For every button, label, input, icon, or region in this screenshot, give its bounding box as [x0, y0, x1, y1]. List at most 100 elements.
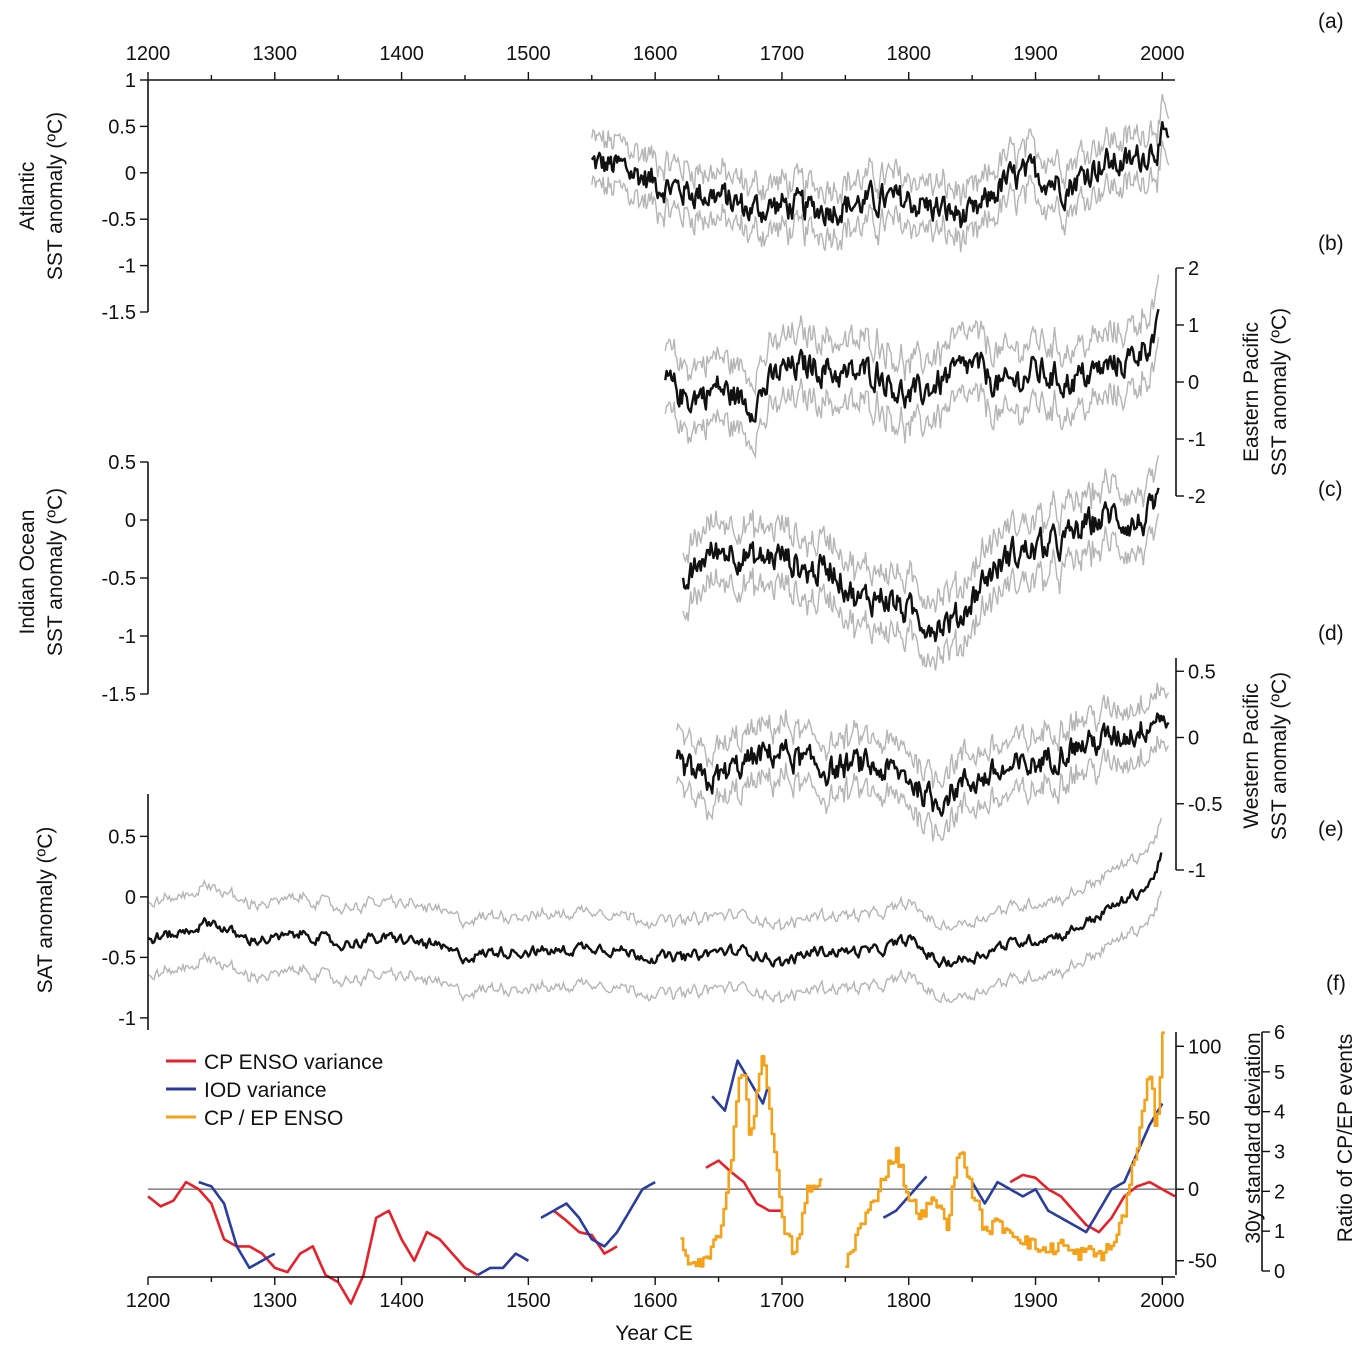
panel-f-series-0-segment: [1009, 1173, 1176, 1234]
panel-e-y-tick-label: -0.5: [102, 947, 136, 969]
panel-f-y2-tick-label: 3: [1274, 1142, 1285, 1164]
x-axis-top-tick-label: 1600: [633, 43, 678, 65]
panel-b-lower-envelope: [664, 337, 1160, 460]
panel-f-series-1-segment: [711, 1059, 770, 1112]
panel-b-y-tick-label: -2: [1188, 486, 1206, 508]
panel-b-y-tick-label: 1: [1188, 315, 1199, 337]
panel-d-ylabel-line1: Western Pacific: [1240, 683, 1263, 829]
panel-d-y-tick-label: -0.5: [1188, 794, 1222, 816]
panel-c-y-tick-label: 0.5: [108, 452, 136, 474]
panel-c-y-tick-label: 0: [125, 510, 136, 532]
x-axis-bottom-tick-label: 1600: [633, 1290, 678, 1312]
panel-d-lower-envelope: [676, 735, 1170, 842]
panel-e-ylabel: SAT anomaly (ºC): [34, 827, 57, 994]
axes-layer: 1200 1300 1400 1500 1600 1700 1800 1900 20001200…: [102, 43, 1286, 1312]
panel-f-series-2-segment: [680, 1055, 823, 1268]
panel-f-series-1-segment: [970, 1102, 1164, 1234]
panel-a-y-tick-label: -1.5: [102, 302, 136, 324]
x-axis-top-tick-label: 1900: [1013, 43, 1058, 65]
panel-a-label: (a): [1318, 10, 1344, 33]
panel-e-y-tick-label: -1: [118, 1008, 136, 1030]
panel-b-label: (b): [1318, 232, 1344, 255]
x-axis-bottom-tick-label: 1400: [379, 1290, 424, 1312]
panel-e-y-tick-label: 0: [125, 887, 136, 909]
panel-b-y-tick-label: 2: [1188, 258, 1199, 280]
x-axis-top-tick-label: 2000: [1140, 43, 1185, 65]
panel-b-ylabel-line1: Eastern Pacific: [1240, 322, 1263, 462]
panel-c-ylabel-line1: Indian Ocean: [16, 510, 39, 635]
x-axis-bottom-tick-label: 1900: [1013, 1290, 1058, 1312]
panel-f-y-tick-label: -50: [1188, 1251, 1217, 1273]
panel-a-y-tick-label: -0.5: [102, 209, 136, 231]
panel-f-y2-tick-label: 1: [1274, 1221, 1285, 1243]
panel-f-y2-tick-label: 4: [1274, 1102, 1285, 1124]
panel-f-series-1-segment: [540, 1180, 656, 1248]
x-axis-bottom-tick-label: 1300: [253, 1290, 298, 1312]
legend-label-cp-enso: CP ENSO variance: [204, 1051, 383, 1074]
panel-b-y-tick-label: -1: [1188, 429, 1206, 451]
panel-d-y-tick-label: -1: [1188, 860, 1206, 882]
panel-a-y-tick-label: 1: [125, 70, 136, 92]
panel-d-series-line: [675, 712, 1170, 817]
panel-a-y-tick-label: 0.5: [108, 116, 136, 138]
panel-e-lower-envelope: [147, 890, 1162, 1004]
panel-a-lower-envelope: [591, 140, 1170, 253]
legend: CP ENSO variance IOD variance CP / EP EN…: [166, 1051, 383, 1130]
x-axis-top-tick-label: 1500: [506, 43, 551, 65]
panel-f-series-0-segment: [705, 1159, 782, 1212]
x-axis-top-tick-label: 1700: [760, 43, 805, 65]
panel-f-series-2-segment: [845, 1031, 1165, 1268]
panel-f-y-tick-label: 100: [1188, 1036, 1221, 1058]
panel-a-y-tick-label: 0: [125, 163, 136, 185]
x-axis-label: Year CE: [615, 1322, 692, 1345]
panel-c-y-tick-label: -1.5: [102, 684, 136, 706]
panel-a-upper-envelope: [591, 94, 1170, 206]
panel-e-upper-envelope: [147, 817, 1162, 931]
panel-a-series-line: [590, 120, 1170, 229]
x-axis-top-tick-label: 1800: [886, 43, 931, 65]
x-axis-bottom-tick-label: 1500: [506, 1290, 551, 1312]
panel-f-series-1-segment: [477, 1252, 530, 1277]
envelope-layer: [147, 94, 1175, 1191]
panel-b-series-line: [664, 308, 1160, 423]
legend-label-iod: IOD variance: [204, 1079, 327, 1102]
panel-f-series-1-segment: [198, 1180, 276, 1270]
panel-d-ylabel-line2: SST anomaly (ºC): [1268, 672, 1291, 840]
x-axis-bottom-tick-label: 1700: [760, 1290, 805, 1312]
panel-c-ylabel-line2: SST anomaly (ºC): [44, 488, 67, 656]
panel-b-upper-envelope: [664, 274, 1160, 397]
panel-f-label: (f): [1326, 972, 1346, 995]
data-line-layer: [147, 120, 1176, 1305]
panel-f-series-0-segment: [552, 1209, 618, 1255]
panel-f-y2-tick-label: 2: [1274, 1181, 1285, 1203]
panel-e-label: (e): [1318, 818, 1344, 841]
panel-f-y2-tick-label: 0: [1274, 1261, 1285, 1283]
panel-c-lower-envelope: [682, 513, 1160, 671]
panel-f-ylabel: 30y standard deviation: [1242, 1032, 1265, 1243]
panel-b-y-tick-label: 0: [1188, 372, 1199, 394]
panel-c-label: (c): [1318, 478, 1343, 501]
panel-d-upper-envelope: [676, 682, 1170, 789]
panel-c-y-tick-label: -0.5: [102, 568, 136, 590]
panel-a-ylabel-line1: Atlantic: [16, 162, 39, 231]
x-axis-bottom-tick-label: 1200: [126, 1290, 171, 1312]
panel-a-ylabel-line2: SST anomaly (ºC): [44, 112, 67, 280]
panel-c-upper-envelope: [682, 455, 1160, 613]
panel-c-series-line: [681, 487, 1160, 643]
panel-d-y-tick-label: 0.5: [1188, 661, 1216, 683]
panel-f-series-0-segment: [147, 1180, 479, 1305]
panel-e-series-line: [147, 852, 1163, 969]
legend-label-cp-ep: CP / EP ENSO: [204, 1107, 343, 1130]
panel-f-y-tick-label: 0: [1188, 1179, 1199, 1201]
panel-b-ylabel-line2: SST anomaly (ºC): [1268, 308, 1291, 476]
x-axis-bottom-tick-label: 2000: [1140, 1290, 1185, 1312]
x-axis-top-tick-label: 1200: [126, 43, 171, 65]
panel-f-y2-tick-label: 6: [1274, 1022, 1285, 1044]
panel-f-series-1-segment: [882, 1175, 928, 1219]
x-axis-bottom-tick-label: 1800: [886, 1290, 931, 1312]
panel-f-y2label: Ratio of CP/EP events: [1334, 1034, 1357, 1243]
x-axis-top-tick-label: 1300: [253, 43, 298, 65]
panel-e-y-tick-label: 0.5: [108, 826, 136, 848]
panel-f-y2-tick-label: 5: [1274, 1062, 1285, 1084]
